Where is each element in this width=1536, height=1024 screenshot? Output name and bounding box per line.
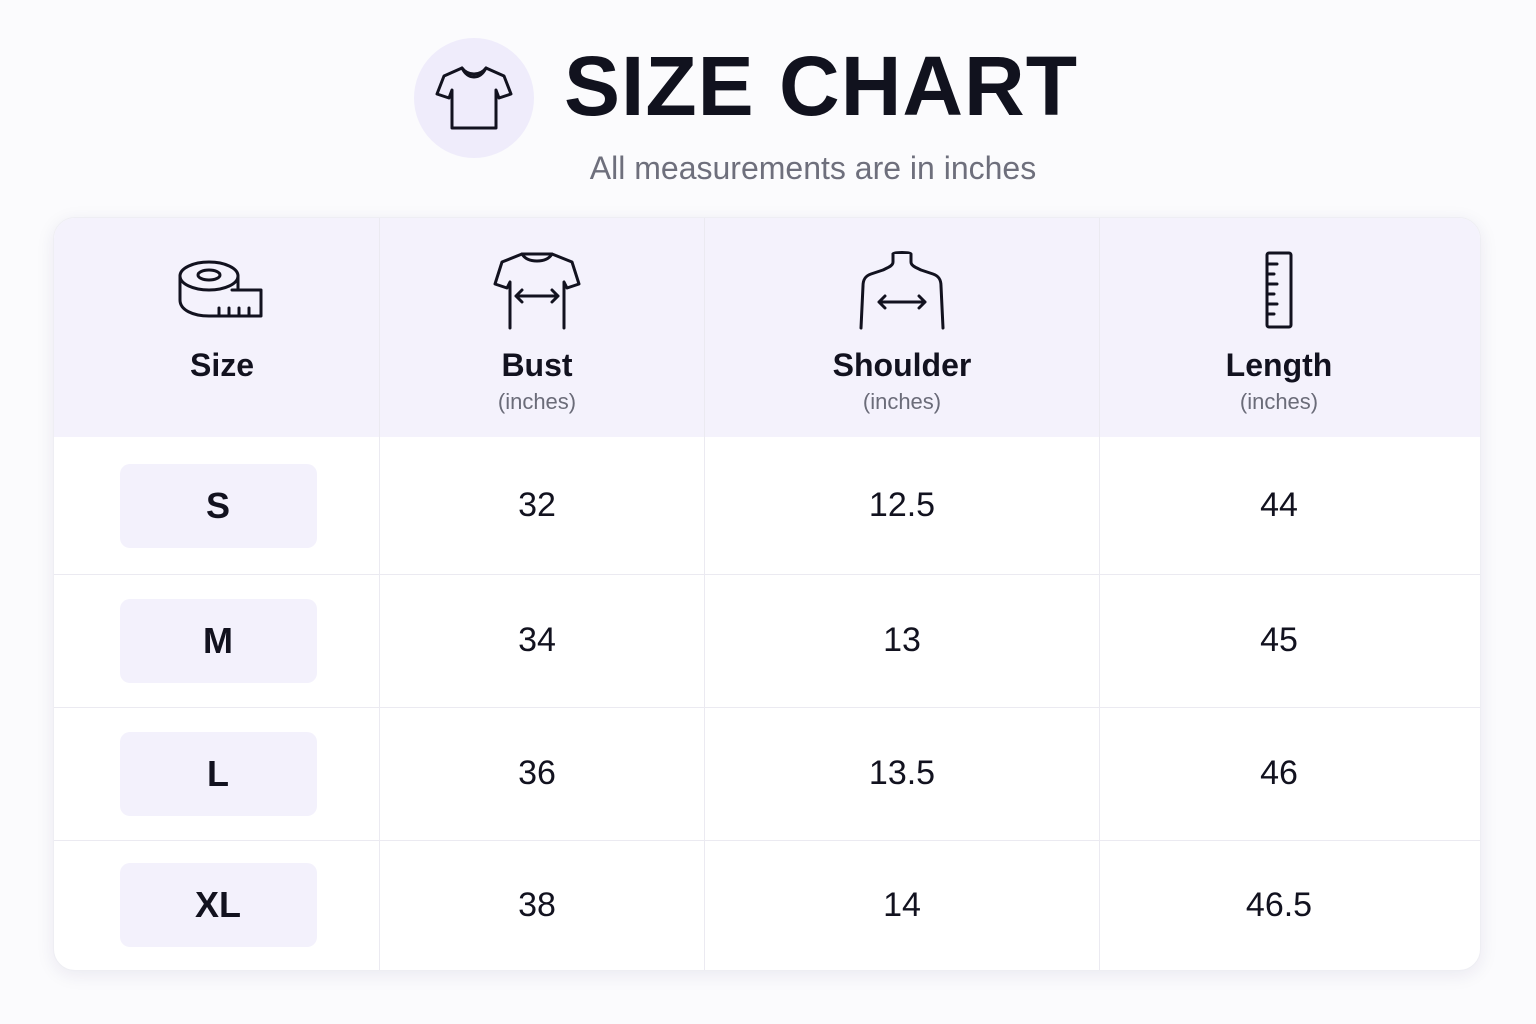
shoulder-measure-icon <box>859 251 945 330</box>
table-row: M 34 13 45 <box>54 574 1480 707</box>
column-header-shoulder: Shoulder (inches) <box>704 218 1100 437</box>
column-label-length: Length <box>1225 347 1333 383</box>
tshirt-icon <box>414 38 534 158</box>
shoulder-value: 13.5 <box>868 754 936 792</box>
column-divider <box>704 218 705 970</box>
column-header-length: Length (inches) <box>1099 218 1459 437</box>
column-divider <box>379 218 380 970</box>
shoulder-value: 14 <box>883 885 921 924</box>
bust-value: 32 <box>518 486 556 524</box>
measuring-tape-icon <box>178 260 263 318</box>
column-label-bust: Bust <box>501 347 573 383</box>
table-row: L 36 13.5 46 <box>54 707 1480 840</box>
size-badge: L <box>119 731 317 816</box>
shoulder-value: 12.5 <box>868 486 936 524</box>
size-table: Size Bust (inches) Shoulder (inches) <box>53 217 1481 971</box>
table-row: XL 38 14 46.5 <box>54 840 1480 970</box>
ruler-icon <box>1265 251 1293 329</box>
length-value: 46.5 <box>1245 885 1313 924</box>
table-row: S 32 12.5 44 <box>54 437 1480 574</box>
bust-value: 38 <box>518 885 556 924</box>
length-value: 46 <box>1260 754 1298 792</box>
column-unit-shoulder: (inches) <box>862 389 942 414</box>
column-header-bust: Bust (inches) <box>379 218 695 437</box>
column-divider <box>1099 218 1100 970</box>
column-header-size: Size <box>54 218 390 437</box>
row-divider <box>54 574 1480 575</box>
shoulder-value: 13 <box>883 621 921 659</box>
length-value: 45 <box>1260 621 1298 659</box>
bust-value: 34 <box>518 621 556 659</box>
size-badge: XL <box>119 863 317 947</box>
column-unit-length: (inches) <box>1239 389 1319 414</box>
bust-measure-icon <box>493 252 581 330</box>
column-unit-bust: (inches) <box>497 389 577 414</box>
column-label-shoulder: Shoulder <box>832 347 972 383</box>
row-divider <box>54 840 1480 841</box>
page-title: SIZE CHART <box>564 39 1078 133</box>
page-subtitle: All measurements are in inches <box>589 150 1037 186</box>
length-value: 44 <box>1260 486 1298 524</box>
column-label-size: Size <box>189 347 255 383</box>
row-divider <box>54 707 1480 708</box>
table-header-row <box>54 218 1480 437</box>
bust-value: 36 <box>518 754 556 792</box>
size-badge: S <box>119 463 317 548</box>
size-badge: M <box>119 598 317 683</box>
